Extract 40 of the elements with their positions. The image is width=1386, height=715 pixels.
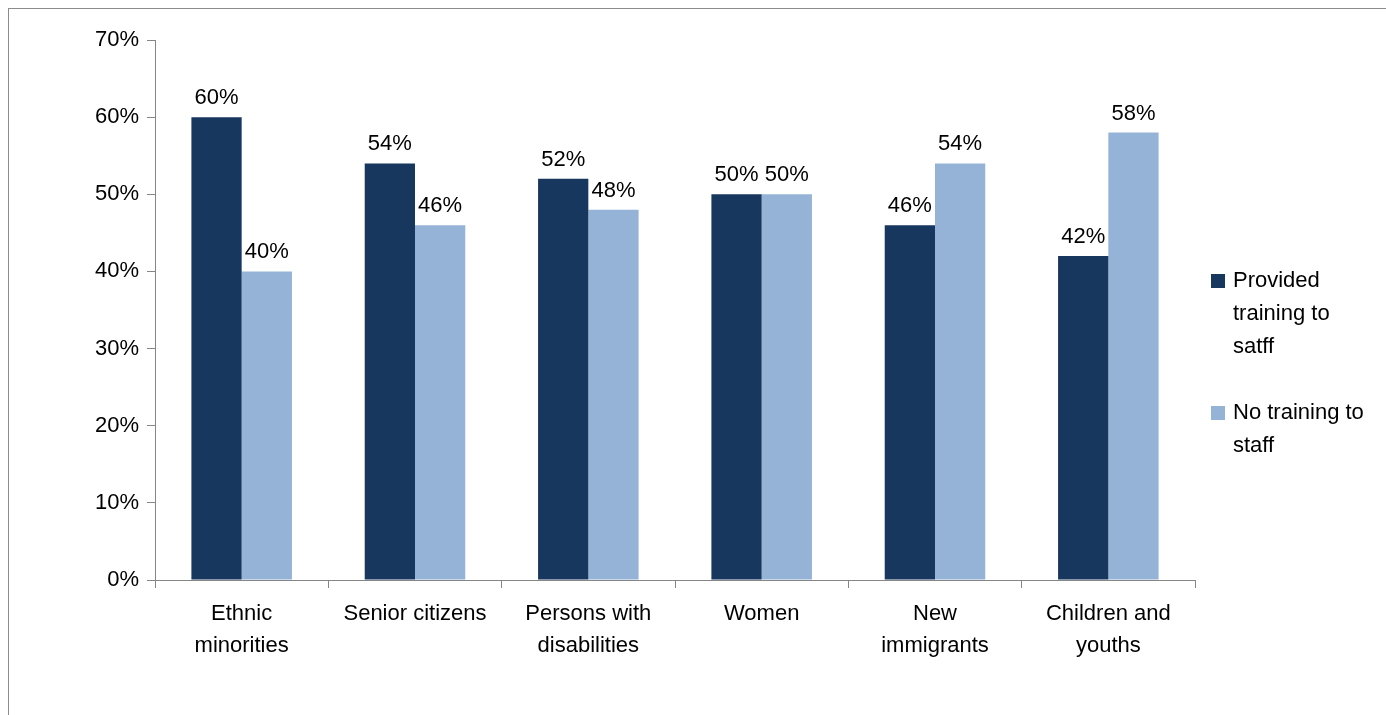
y-tick-label: 10% (94, 488, 139, 514)
bar (415, 225, 466, 580)
bar (884, 225, 935, 580)
bar (364, 163, 415, 580)
data-label: 60% (194, 84, 239, 110)
x-tick-label: Senior citizens (343, 600, 487, 626)
y-tick-label: 30% (94, 334, 139, 360)
data-label: 54% (367, 130, 412, 156)
y-tick-label: 60% (94, 103, 139, 129)
x-tick-label: Children and youths (1045, 600, 1171, 657)
y-tick-label: 20% (94, 411, 139, 437)
bar (761, 194, 812, 580)
data-label: 52% (541, 145, 586, 171)
bar (935, 163, 986, 580)
bar (588, 209, 639, 580)
data-label: 50% (764, 161, 809, 187)
legend-label: Provided training to satff (1233, 267, 1330, 359)
bar (1108, 132, 1159, 580)
data-label: 50% (714, 161, 759, 187)
y-tick-label: 0% (107, 566, 139, 592)
data-label: 46% (418, 192, 463, 218)
bar (538, 178, 589, 580)
x-tick-label: Persons with disabilities (525, 600, 652, 657)
bar (711, 194, 762, 580)
x-tick-label: Women (723, 600, 800, 626)
y-tick-label: 40% (94, 257, 139, 283)
data-label: 40% (244, 238, 289, 264)
x-tick-label: New immigrants (881, 600, 989, 657)
data-label: 48% (591, 176, 636, 202)
legend-label: No training to staff (1233, 399, 1364, 458)
y-tick-label: 50% (94, 180, 139, 206)
bar (241, 271, 292, 580)
x-tick-label: Ethnic minorities (194, 600, 289, 657)
data-label: 46% (887, 192, 932, 218)
data-label: 54% (938, 130, 983, 156)
data-label: 58% (1111, 99, 1156, 125)
data-label: 42% (1061, 223, 1106, 249)
y-tick-label: 70% (94, 26, 139, 52)
bar (1058, 256, 1109, 580)
bar (191, 117, 242, 580)
